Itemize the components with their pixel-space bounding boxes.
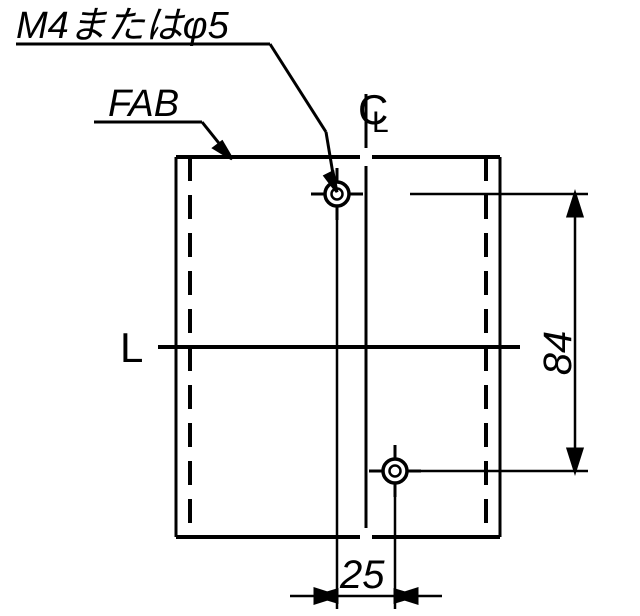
callout-fab: FAB (108, 83, 179, 125)
dim84-arr-top (568, 194, 582, 216)
cl-gap-top (360, 150, 372, 164)
hole-bot-inner (390, 466, 401, 477)
dim84-label: 84 (536, 331, 580, 376)
callout-m4: M4またはφ5 (16, 5, 230, 47)
cl-gap-bot (360, 528, 372, 542)
l-label: L (120, 324, 143, 371)
cl-label-l: L (372, 106, 389, 139)
dim25-label: 25 (339, 553, 385, 597)
callout-m4-seg1 (270, 44, 326, 132)
dim84-arr-bot (568, 449, 582, 471)
drawing-canvas: C L L 25 84 M4またはφ5 FAB (0, 0, 640, 616)
